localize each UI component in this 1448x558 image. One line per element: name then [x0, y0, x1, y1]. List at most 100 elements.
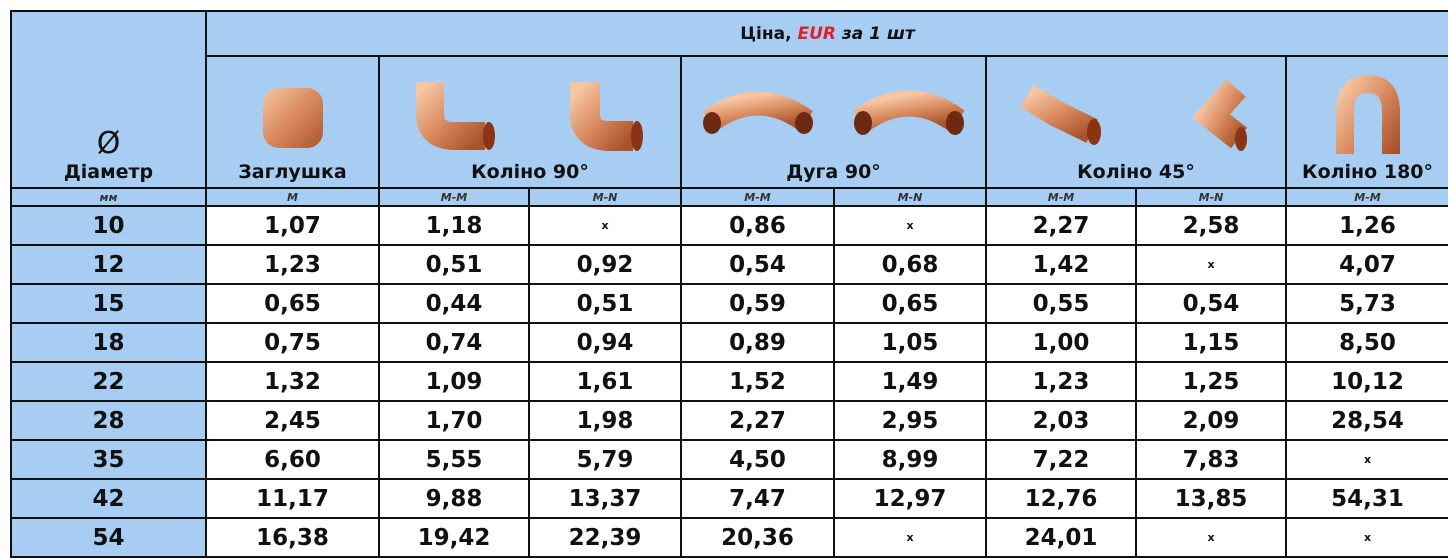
price-prefix: Ціна,: [740, 24, 791, 44]
price-cell: 0,65: [206, 284, 379, 323]
price: 12,76: [1025, 486, 1098, 512]
price: 0,51: [426, 252, 483, 278]
arc90-icon: [849, 81, 969, 151]
price-cell: 1,09: [379, 362, 529, 401]
product-name: Заглушка: [238, 161, 346, 183]
price: 0,54: [1183, 291, 1240, 317]
product-cell: Дуга 90°: [681, 56, 986, 188]
product-name: Дуга 90°: [786, 161, 881, 183]
price-cell: 1,70: [379, 401, 529, 440]
price: 1,23: [264, 252, 321, 278]
elbow90-icon: [405, 74, 505, 158]
body: Ø Діаметр Ціна, EUR за 1 шт Заглушка Кол…: [0, 0, 1448, 558]
price-cell: 7,47: [681, 479, 834, 518]
price: 0,51: [577, 291, 634, 317]
price-cell: 0,94: [529, 323, 681, 362]
price: 4,50: [729, 447, 786, 473]
price-cell: 2,03: [986, 401, 1136, 440]
price: 1,25: [1183, 369, 1240, 395]
price: 0,65: [882, 291, 939, 317]
elbow90-icon: [555, 74, 655, 158]
price-cell: 5,73: [1286, 284, 1448, 323]
variant: М-М: [1354, 191, 1380, 204]
price-cell: 1,49: [834, 362, 986, 401]
price: 1,05: [882, 330, 939, 356]
price-cell: 1,15: [1136, 323, 1286, 362]
variant-cell: М-М: [986, 188, 1136, 206]
price: 0,54: [729, 252, 786, 278]
variant-cell: М-N: [1136, 188, 1286, 206]
price-cell: 2,27: [986, 206, 1136, 245]
price: 8,99: [882, 447, 939, 473]
variant: М-М: [744, 191, 770, 204]
diameter-cell: 10: [11, 206, 206, 245]
price: 0,65: [264, 291, 321, 317]
diameter-cell: 22: [11, 362, 206, 401]
price-cell: 16,38: [206, 518, 379, 557]
price: 1,15: [1183, 330, 1240, 356]
price: 1,18: [426, 213, 483, 239]
price: 0,75: [264, 330, 321, 356]
price: 1,23: [1033, 369, 1090, 395]
price: x: [906, 531, 913, 544]
price-cell: x: [1286, 440, 1448, 479]
price: 1,09: [426, 369, 483, 395]
price-cell: 1,32: [206, 362, 379, 401]
price: 1,26: [1339, 213, 1396, 239]
diameter-header: Ø Діаметр: [11, 11, 206, 188]
elbow45-icon: [1161, 76, 1261, 156]
price: 2,09: [1183, 408, 1240, 434]
price-cell: 5,55: [379, 440, 529, 479]
price: 0,94: [577, 330, 634, 356]
price: 2,27: [729, 408, 786, 434]
price: 24,01: [1025, 525, 1098, 551]
price: 0,89: [729, 330, 786, 356]
price: x: [1364, 453, 1371, 466]
diameter: 10: [92, 213, 124, 239]
price: 1,00: [1033, 330, 1090, 356]
currency: EUR: [797, 24, 836, 44]
price-cell: 1,61: [529, 362, 681, 401]
price-cell: 1,05: [834, 323, 986, 362]
price-cell: 0,65: [834, 284, 986, 323]
price: 10,12: [1331, 369, 1404, 395]
price: 13,85: [1175, 486, 1248, 512]
price: 2,45: [264, 408, 321, 434]
price-cell: 2,27: [681, 401, 834, 440]
variant: М-N: [898, 191, 923, 204]
price-cell: 0,44: [379, 284, 529, 323]
price-cell: x: [1286, 518, 1448, 557]
elbow45-icon: [1012, 76, 1112, 156]
variant-cell: М-N: [834, 188, 986, 206]
price: 1,32: [264, 369, 321, 395]
price-cell: x: [834, 518, 986, 557]
price-cell: 0,74: [379, 323, 529, 362]
diameter: 54: [92, 525, 124, 551]
price: 5,55: [426, 447, 483, 473]
price: 7,83: [1183, 447, 1240, 473]
diameter: 42: [92, 486, 124, 512]
unit-cell: мм: [11, 188, 206, 206]
price-cell: 24,01: [986, 518, 1136, 557]
price: 0,68: [882, 252, 939, 278]
diameter: 35: [92, 447, 124, 473]
price: x: [1364, 531, 1371, 544]
variant-cell: М-М: [1286, 188, 1448, 206]
variant: М: [287, 191, 298, 204]
price: x: [1207, 258, 1214, 271]
price-cell: 8,50: [1286, 323, 1448, 362]
price-cell: 2,95: [834, 401, 986, 440]
price-cell: 2,58: [1136, 206, 1286, 245]
cap-icon: [248, 76, 338, 156]
price-cell: 0,92: [529, 245, 681, 284]
price-cell: 2,45: [206, 401, 379, 440]
elbow180-icon: [1323, 74, 1413, 158]
diameter: 15: [92, 291, 124, 317]
